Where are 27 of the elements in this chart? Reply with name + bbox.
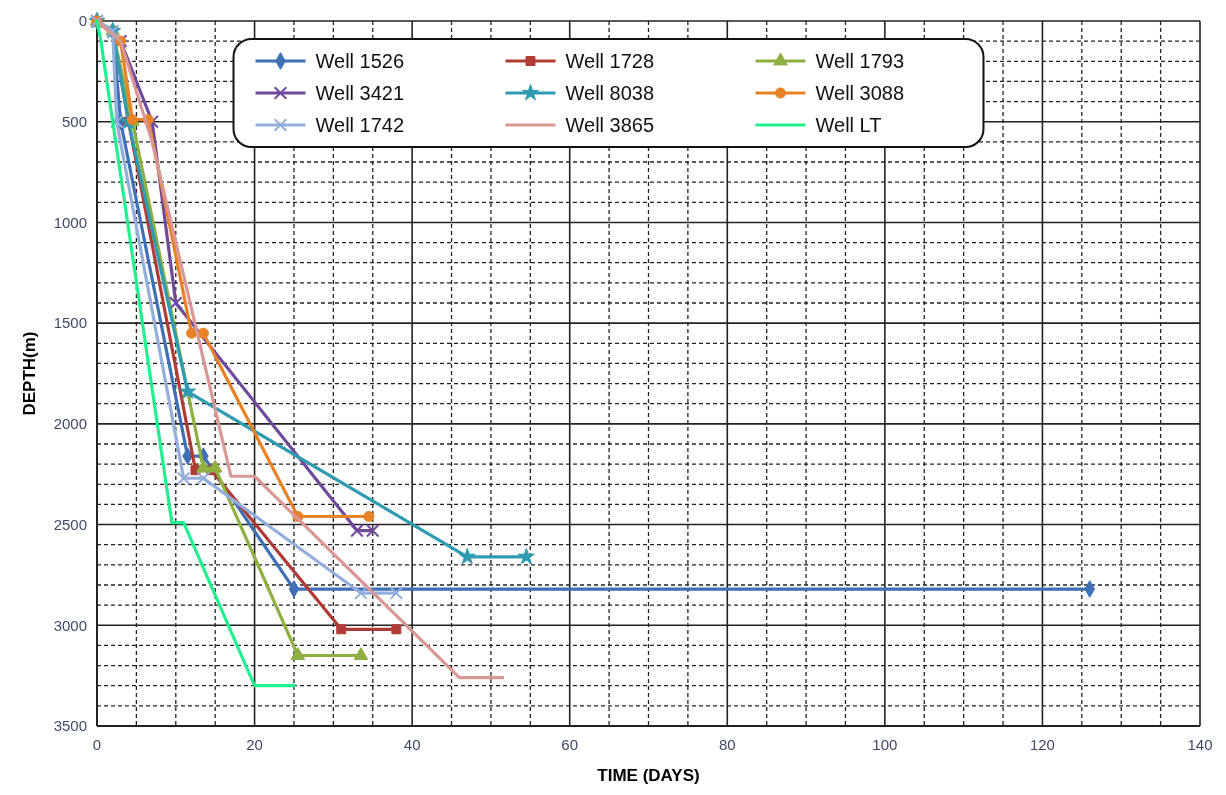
x-tick-label: 40 bbox=[403, 736, 421, 753]
legend-label: Well 3865 bbox=[565, 114, 655, 136]
y-tick-label: 1000 bbox=[53, 213, 87, 231]
x-tick-label: 80 bbox=[718, 736, 736, 753]
x-tick-label: 100 bbox=[872, 736, 898, 753]
y-tick-label: 0 bbox=[78, 12, 87, 30]
legend-label: Well 1728 bbox=[565, 50, 655, 72]
x-tick-label: 20 bbox=[246, 736, 263, 753]
x-tick-label: 140 bbox=[1187, 736, 1213, 753]
legend-label: Well 3421 bbox=[315, 82, 405, 104]
y-tick-label: 1500 bbox=[53, 314, 87, 332]
legend-label: Well 1793 bbox=[815, 50, 905, 72]
legend-label: Well 1526 bbox=[315, 50, 405, 72]
y-axis-title: DEPTH(m) bbox=[20, 331, 39, 416]
x-tick-label: 120 bbox=[1029, 736, 1055, 753]
y-tick-label: 2500 bbox=[53, 515, 87, 533]
legend-label: Well 1742 bbox=[315, 114, 405, 136]
legend-label: Well LT bbox=[815, 114, 882, 136]
y-tick-label: 500 bbox=[61, 112, 87, 130]
x-axis-title: TIME (DAYS) bbox=[597, 766, 700, 785]
x-tick-label: 0 bbox=[92, 736, 102, 753]
legend-label: Well 3088 bbox=[815, 82, 905, 104]
y-tick-label: 3500 bbox=[53, 717, 87, 735]
y-tick-label: 3000 bbox=[53, 616, 87, 634]
legend-label: Well 8038 bbox=[565, 82, 655, 104]
x-tick-label: 60 bbox=[561, 736, 579, 753]
y-tick-label: 2000 bbox=[53, 415, 87, 433]
